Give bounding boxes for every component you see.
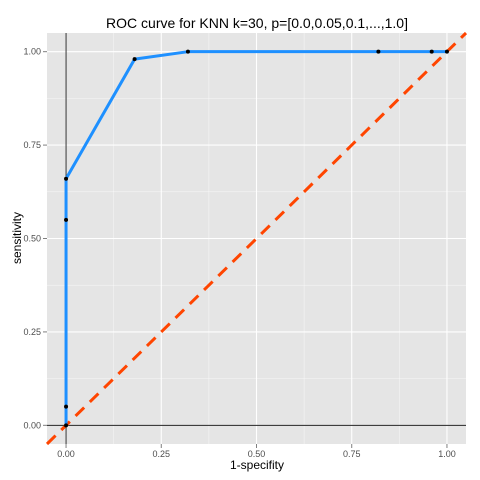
x-tick-label: 0.50	[248, 449, 266, 459]
roc-point	[64, 404, 69, 409]
reference-line-group	[45, 31, 468, 446]
y-axis-ticks: 0.00 0.25 0.50 0.75 1.00	[23, 47, 47, 430]
y-tick-label: 0.75	[23, 140, 41, 150]
points-group	[64, 49, 449, 428]
roc-point	[429, 49, 434, 54]
roc-point	[185, 49, 190, 54]
roc-point	[64, 176, 69, 181]
y-tick-label: 0.50	[23, 234, 41, 244]
x-tick-label: 0.25	[153, 449, 171, 459]
x-tick-label: 0.00	[57, 449, 75, 459]
y-tick-label: 0.25	[23, 327, 41, 337]
roc-point	[64, 217, 69, 222]
x-axis-title: 1-specifity	[230, 458, 284, 472]
y-tick-label: 0.00	[23, 420, 41, 430]
roc-point	[132, 57, 137, 62]
y-axis-title: sensitivity	[10, 212, 24, 264]
roc-point	[64, 423, 69, 428]
y-tick-label: 1.00	[23, 47, 41, 57]
x-axis-ticks: 0.00 0.25 0.50 0.75 1.00	[57, 444, 456, 459]
x-tick-label: 0.75	[343, 449, 361, 459]
x-tick-label: 1.00	[438, 449, 456, 459]
roc-point	[444, 49, 449, 54]
chart-title: ROC curve for KNN k=30, p=[0.0,0.05,0.1,…	[106, 15, 408, 31]
roc-point	[376, 49, 381, 54]
reference-diagonal-line	[45, 31, 468, 446]
